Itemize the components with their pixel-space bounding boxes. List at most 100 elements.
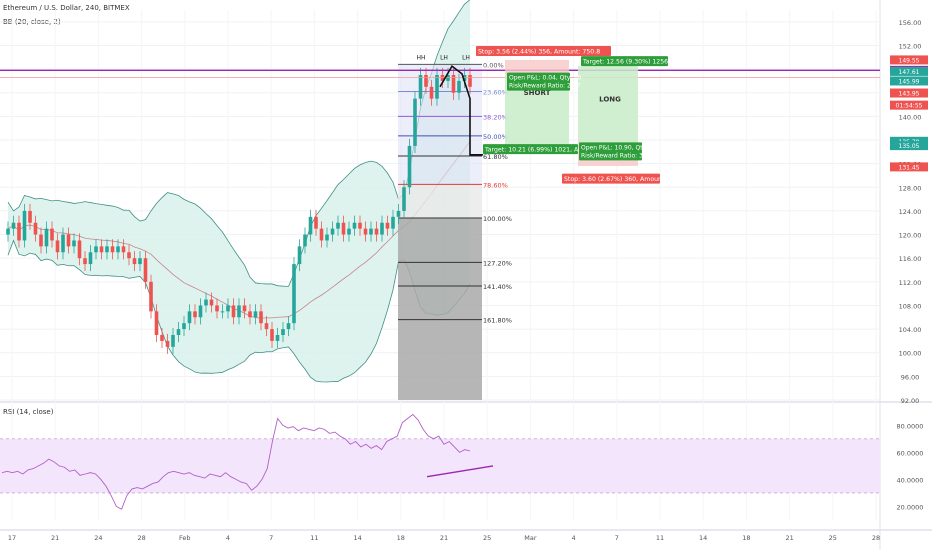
candle-body: [429, 86, 434, 99]
candle-body: [248, 311, 252, 318]
candle-body: [462, 75, 467, 81]
price-tag-bg: [890, 88, 928, 98]
rsi-trendline: [426, 465, 494, 478]
short-stop-tag-bg: [476, 46, 611, 57]
time-tick-label: 7: [615, 534, 619, 542]
candle-body: [281, 329, 285, 335]
candle-body: [418, 75, 423, 99]
candle-body: [424, 75, 428, 87]
fib-level-label: 50.00%: [483, 133, 508, 141]
candle-body: [176, 329, 181, 335]
candle-body: [396, 210, 401, 217]
price-tag-bg: [890, 76, 928, 86]
price-tick-label: 96.00: [901, 373, 920, 381]
bollinger-lower: [7, 239, 471, 383]
candle-body: [55, 240, 60, 253]
time-tick-label: 24: [94, 534, 102, 542]
chart-title: Ethereum / U.S. Dollar, 240, BITMEX: [3, 4, 130, 12]
fib-level-label: 78.60%: [483, 181, 508, 189]
rsi-line: [1, 413, 471, 510]
price-tick-label: 140.00: [899, 113, 922, 121]
time-tick-label: 4: [226, 534, 230, 542]
pattern-label: HH: [416, 55, 425, 62]
candle-body: [121, 246, 126, 253]
short-target-tag-bg: [483, 144, 578, 155]
long-target-zone: [578, 66, 638, 143]
fib-zone-lower: [398, 218, 482, 400]
candle-body: [242, 305, 247, 312]
bollinger-upper: [7, 0, 471, 287]
candle-body: [44, 228, 49, 247]
price-tag-bg: [890, 162, 928, 172]
candle-body: [435, 75, 439, 99]
candle-body: [264, 323, 269, 330]
candle-body: [193, 311, 197, 318]
candle-body: [88, 252, 93, 265]
rsi-band: [0, 438, 880, 493]
price-tag-label: 135.05: [899, 143, 920, 150]
candle-body: [314, 216, 318, 229]
fib-level-label: 38.20%: [483, 113, 508, 121]
price-tag-label: 131.45: [899, 164, 920, 171]
candle-body: [391, 216, 395, 229]
price-tag-bg: [890, 141, 928, 151]
candle-body: [182, 323, 186, 330]
price-tag-bg: [890, 66, 928, 76]
candle-body: [336, 222, 340, 229]
candle-body: [347, 228, 351, 235]
time-tick-label: 17: [8, 534, 16, 542]
pattern-label: LH: [462, 55, 470, 62]
candle-body: [468, 75, 472, 87]
price-tick-label: 120.00: [899, 232, 922, 240]
candle-body: [204, 299, 208, 306]
candle-body: [451, 75, 456, 93]
fib-level-label: 0.00%: [483, 61, 504, 69]
short-label: SHORT: [524, 89, 551, 97]
candle-body: [94, 246, 98, 253]
candle-body: [231, 305, 236, 318]
candle-body: [22, 210, 27, 241]
candle-body: [66, 234, 71, 247]
candle-body: [72, 240, 76, 247]
short-stop-zone: [505, 59, 569, 75]
time-tick-label: 11: [656, 534, 664, 542]
candle-body: [138, 258, 142, 265]
candle-body: [83, 258, 87, 265]
fib-zone-middle: [398, 184, 482, 218]
candle-body: [105, 246, 109, 253]
candle-body: [330, 228, 335, 235]
candle-body: [253, 311, 258, 318]
fib-level-label: 61.80%: [483, 153, 508, 161]
candle-body: [407, 145, 412, 188]
price-tick-label: 100.00: [899, 350, 922, 358]
time-tick-label: 28: [872, 534, 880, 542]
short-rr: Risk/Reward Ratio: 2.87: [509, 83, 581, 90]
candle-body: [132, 258, 137, 265]
fib-level-label: 127.20%: [483, 259, 512, 267]
short-stop-tag: Stop: 3.56 (2.44%) 356, Amount: 750.8: [478, 49, 600, 56]
long-open-pnl: Open P&L: 10.90, Qty: 69: [581, 144, 657, 151]
fib-level-label: 23.60%: [483, 89, 508, 97]
candle-body: [374, 228, 379, 235]
time-tick-label: 18: [397, 534, 405, 542]
candle-body: [369, 228, 373, 235]
fib-level-label: 100.00%: [483, 215, 512, 223]
candle-body: [127, 252, 131, 259]
candle-body: [209, 299, 214, 306]
candle-body: [308, 216, 313, 235]
candle-body: [457, 80, 461, 93]
candle-body: [297, 246, 302, 265]
candle-body: [286, 323, 291, 330]
candle-body: [116, 246, 120, 253]
time-tick-label: 4: [572, 534, 576, 542]
price-tick-label: 104.00: [899, 326, 922, 334]
time-tick-label: 18: [742, 534, 750, 542]
drawn-path: [439, 64, 483, 156]
short-info-bg: [507, 72, 570, 91]
candle-body: [154, 311, 159, 335]
candle-body: [11, 222, 16, 229]
price-tag-bg: [890, 100, 928, 110]
candle-body: [99, 246, 104, 253]
candle-body: [50, 228, 54, 241]
